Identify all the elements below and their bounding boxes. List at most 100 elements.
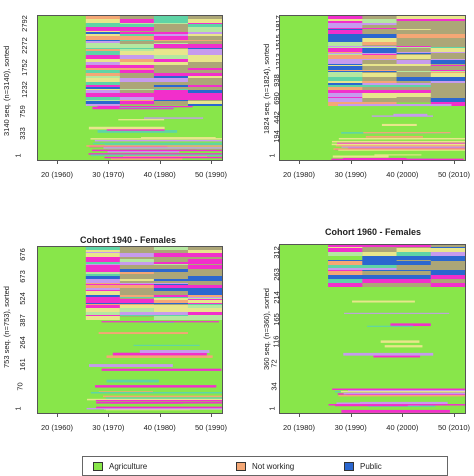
sequence-segment: [332, 155, 389, 158]
sequence-segment: [328, 28, 397, 29]
sequence-segment: [384, 345, 423, 348]
sequence-segment: [396, 53, 431, 54]
sequence-segment: [153, 34, 188, 36]
sequence-segment: [119, 283, 188, 284]
sequence-segment: [343, 392, 465, 395]
sequence-segment: [187, 90, 222, 93]
sequence-segment: [328, 260, 397, 261]
sequence-segment: [88, 153, 222, 155]
x-tick-mark: [159, 161, 161, 164]
sequence-segment: [86, 145, 222, 147]
sequence-segment: [328, 46, 397, 47]
sequence-segment: [91, 149, 222, 152]
sequence-segment: [328, 81, 363, 83]
sequence-segment: [396, 34, 465, 38]
sequence-segment: [133, 344, 200, 346]
sequence-segment: [85, 269, 120, 272]
sequence-segment: [85, 283, 120, 284]
sequence-segment: [396, 19, 465, 21]
sequence-segment: [119, 295, 154, 297]
sequence-segment: [396, 77, 465, 81]
sequence-segment: [430, 102, 465, 106]
x-tick-label: 30 (1970): [92, 423, 125, 432]
sequence-segment: [85, 299, 154, 300]
sequence-segment: [396, 52, 465, 53]
sequence-segment: [187, 23, 222, 24]
y-tick-label: 676: [17, 248, 27, 261]
sequence-segment: [343, 352, 434, 356]
sequence-segment: [104, 156, 222, 159]
sequence-segment: [328, 65, 363, 66]
sequence-segment: [85, 276, 120, 279]
sequence-segment: [85, 253, 120, 257]
sequence-segment: [102, 395, 222, 398]
sequence-segment: [153, 59, 222, 62]
sequence-segment: [88, 126, 165, 130]
sequence-segment: [85, 312, 120, 315]
sequence-segment: [85, 297, 120, 298]
sequence-segment: [85, 93, 154, 97]
sequence-segment: [430, 59, 465, 60]
sequence-segment: [187, 250, 222, 252]
sequence-segment: [328, 16, 363, 19]
sequence-segment: [187, 32, 222, 34]
sequence-segment: [153, 315, 222, 316]
sequence-segment: [95, 399, 222, 402]
sequence-segment: [94, 139, 222, 142]
sequence-segment: [362, 21, 397, 23]
sequence-segment: [396, 248, 465, 252]
sequence-segment: [187, 85, 222, 87]
sequence-segment: [187, 303, 222, 304]
sequence-segment: [85, 291, 120, 295]
sequence-segment: [344, 312, 450, 314]
sequence-segment: [153, 279, 222, 281]
plot-area: [37, 15, 223, 161]
sequence-segment: [85, 87, 120, 89]
sequence-segment: [90, 391, 222, 394]
y-tick-label: 70: [15, 382, 25, 391]
sequence-segment: [187, 291, 222, 295]
sequence-segment: [373, 354, 421, 358]
sequence-segment: [119, 269, 154, 272]
sequence-segment: [362, 256, 431, 260]
sequence-segment: [362, 275, 431, 279]
sequence-segment: [104, 144, 222, 146]
sequence-segment: [96, 406, 222, 409]
y-tick-label: 1: [13, 406, 23, 411]
x-tick-mark: [402, 161, 404, 164]
legend-item-agriculture: Agriculture: [93, 461, 196, 471]
sequence-segment: [328, 247, 363, 248]
sequence-segment: [85, 303, 120, 304]
sequence-segment: [362, 52, 431, 53]
sequence-segment: [96, 402, 222, 404]
chart-title: Cohort 1960 - Females: [325, 227, 422, 237]
y-axis-label: 3140 seq. (n=3140), sorted: [2, 45, 11, 136]
sequence-segment: [328, 42, 363, 45]
sequence-segment: [153, 264, 188, 265]
sequence-segment: [396, 29, 431, 30]
sequence-segment: [328, 97, 363, 98]
sequence-segment: [328, 268, 397, 270]
sequence-segment: [143, 117, 204, 119]
sequence-segment: [153, 284, 188, 285]
sequence-segment: [97, 130, 178, 133]
sequence-segment: [362, 19, 397, 21]
sequence-segment: [362, 70, 397, 71]
sequence-segment: [153, 44, 222, 48]
sequence-segment: [153, 55, 188, 59]
x-tick-mark: [159, 414, 161, 417]
sequence-segment: [362, 38, 397, 42]
sequence-segment: [153, 247, 188, 250]
sequence-segment: [430, 72, 465, 73]
sequence-segment: [105, 397, 222, 399]
legend-label: Not working: [252, 461, 295, 471]
x-tick-label: 30 (1990): [334, 423, 367, 432]
sequence-segment: [328, 271, 363, 275]
plot-area: [279, 244, 466, 414]
sequence-segment: [362, 93, 431, 97]
y-axis-label: 360 seq. (n=360), sorted: [262, 288, 271, 370]
sequence-segment: [119, 305, 188, 308]
sequence-segment: [153, 288, 222, 290]
sequence-segment: [153, 16, 188, 19]
sequence-segment: [187, 48, 222, 49]
